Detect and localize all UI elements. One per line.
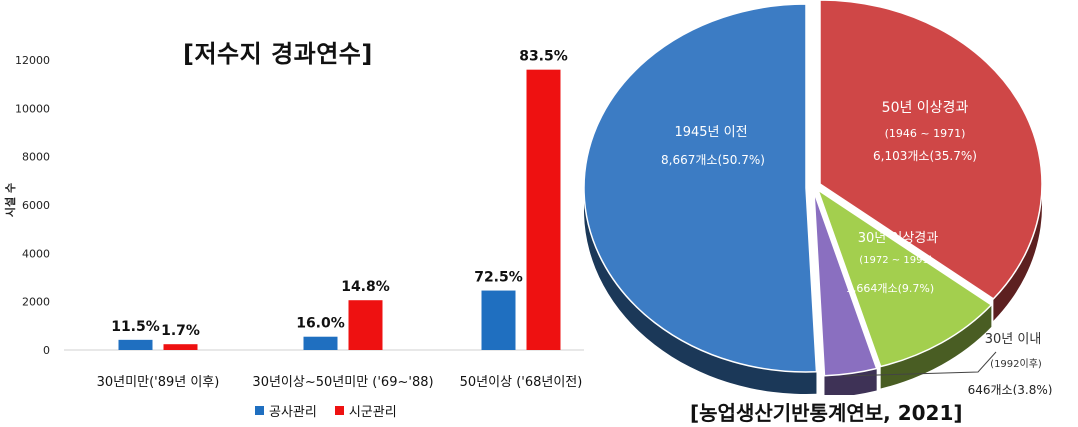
slice-detail: 1,664개소(9.7%) — [846, 282, 934, 295]
y-tick-label: 6000 — [22, 199, 50, 212]
x-category-label: 50년이상 ('68년이전) — [460, 375, 583, 390]
x-category-label: 30년이상~50년미만 ('69~'88) — [252, 375, 433, 390]
bar-value-label: 1.7% — [161, 323, 200, 339]
slice-label: 1945년 이전 — [674, 125, 747, 140]
leader-line — [843, 351, 997, 377]
y-tick-label: 10000 — [15, 102, 50, 115]
legend-item-sigun: 시군관리 — [334, 401, 397, 420]
slice-detail: 646개소(3.8%) — [968, 383, 1053, 395]
slice-detail: 6,103개소(35.7%) — [873, 149, 977, 163]
legend-label-sigun: 시군관리 — [348, 405, 397, 420]
slice-1945-before — [583, 3, 818, 373]
bar-gongsa — [118, 339, 153, 350]
y-tick-label: 12000 — [15, 54, 50, 67]
slice-label: 30년 이내 — [985, 332, 1042, 347]
bar-gongsa — [303, 336, 338, 350]
bar-gongsa — [481, 290, 516, 350]
bar-sigun — [348, 300, 383, 350]
bar-sigun — [163, 344, 198, 350]
slice-50yr-plus — [819, 0, 1043, 300]
y-tick-label: 8000 — [22, 151, 50, 164]
bar-value-label: 16.0% — [296, 316, 345, 332]
bar-chart-title: [저수지 경과연수] — [183, 40, 373, 68]
slice-range: (1992이후) — [990, 358, 1042, 370]
pie-chart: 1945년 이전 8,667개소(50.7%) 50년 이상경과 (1946 ~ 19… — [583, 0, 1053, 395]
bar-value-label: 83.5% — [519, 49, 568, 65]
legend-swatch-gongsa — [255, 406, 264, 415]
slice-label: 50년 이상경과 — [882, 100, 969, 116]
bar-sigun — [526, 69, 561, 351]
slice-30yr-plus — [816, 188, 993, 368]
x-category-label: 30년미만('89년 이후) — [97, 375, 220, 390]
bar-value-label: 11.5% — [111, 319, 160, 335]
bar-chart: 0 2000 4000 6000 8000 10000 12000 시설 수 11.5% 1.7%… — [3, 49, 584, 390]
slice-30yr-within — [813, 191, 878, 377]
slice-range: (1946 ~ 1971) — [885, 127, 966, 140]
legend-label-gongsa: 공사관리 — [269, 405, 317, 420]
bar-value-label: 72.5% — [474, 270, 523, 286]
y-tick-label: 2000 — [22, 296, 50, 309]
y-tick-label: 4000 — [22, 247, 50, 260]
slice-range: (1972 ~ 1991) — [859, 255, 933, 266]
y-tick-label: 0 — [43, 344, 50, 357]
legend-swatch-sigun — [334, 406, 344, 415]
legend-item-gongsa: 공사관리 — [255, 401, 317, 420]
legend: 공사관리 시군관리 — [255, 401, 397, 420]
slice-detail: 8,667개소(50.7%) — [661, 153, 765, 167]
source-caption: [농업생산기반통계연보, 2021] — [690, 401, 963, 425]
slice-label: 30년 이상경과 — [858, 231, 939, 246]
y-axis-label: 시설 수 — [3, 183, 17, 217]
bar-value-label: 14.8% — [341, 279, 390, 295]
